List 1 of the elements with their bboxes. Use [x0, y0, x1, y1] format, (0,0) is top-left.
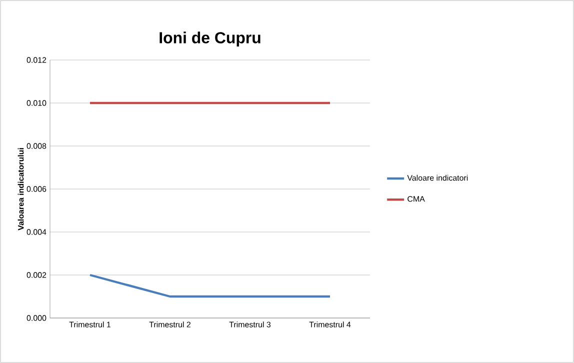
chart-title: Ioni de Cupru	[160, 32, 260, 47]
